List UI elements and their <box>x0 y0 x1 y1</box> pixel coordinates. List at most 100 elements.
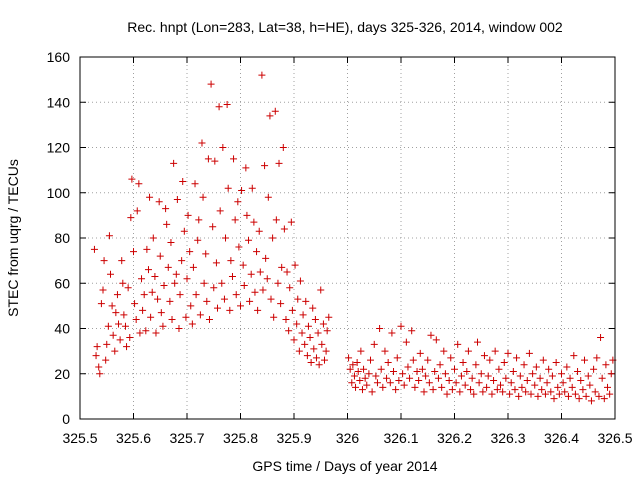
data-point <box>602 361 610 369</box>
data-point <box>454 340 462 348</box>
data-point <box>256 268 264 276</box>
data-point <box>422 372 430 380</box>
data-point <box>480 352 488 360</box>
data-point <box>200 279 208 287</box>
data-point <box>133 207 141 215</box>
x-tick-label: 326.2 <box>437 430 472 446</box>
data-point <box>539 356 547 364</box>
data-point <box>325 313 333 321</box>
data-point <box>543 379 551 387</box>
data-point <box>235 243 243 251</box>
data-point <box>254 306 262 314</box>
data-point <box>548 372 556 380</box>
data-point <box>210 284 218 292</box>
data-point <box>360 365 368 373</box>
data-point <box>178 257 186 265</box>
data-point <box>282 315 290 323</box>
data-point <box>99 286 107 294</box>
data-point <box>575 395 583 403</box>
data-point <box>370 340 378 348</box>
data-point <box>119 279 127 287</box>
data-point <box>262 254 270 262</box>
data-point <box>429 386 437 394</box>
data-point <box>502 374 510 382</box>
data-point <box>587 397 595 405</box>
data-point <box>367 356 375 364</box>
data-point <box>483 383 491 391</box>
data-point <box>156 252 164 260</box>
data-point <box>160 282 168 290</box>
data-point <box>248 184 256 192</box>
data-point <box>402 338 410 346</box>
data-point <box>103 340 111 348</box>
data-point <box>274 279 282 287</box>
data-point <box>198 139 206 147</box>
data-point <box>168 315 176 323</box>
x-tick-label: 325.8 <box>223 430 258 446</box>
data-point <box>277 300 285 308</box>
data-point <box>121 322 129 330</box>
data-point <box>243 211 251 219</box>
data-point <box>459 358 467 366</box>
y-tick-label: 100 <box>47 185 71 201</box>
data-point <box>202 250 210 258</box>
data-point <box>516 372 524 380</box>
data-point <box>468 374 476 382</box>
data-point <box>239 261 247 269</box>
data-point <box>606 390 614 398</box>
data-point <box>112 309 120 317</box>
x-tick-label: 325.6 <box>116 430 151 446</box>
data-point <box>561 388 569 396</box>
data-point <box>584 372 592 380</box>
data-point <box>525 349 533 357</box>
data-point <box>212 259 220 267</box>
data-point <box>376 325 384 332</box>
data-point <box>304 322 312 330</box>
data-point <box>554 383 562 391</box>
data-point <box>318 340 326 348</box>
data-point <box>175 325 183 332</box>
y-tick-label: 60 <box>54 275 70 291</box>
data-point <box>447 354 455 362</box>
x-axis-label: GPS time / Days of year 2014 <box>252 458 437 474</box>
data-point <box>188 320 196 328</box>
data-point <box>102 356 110 364</box>
data-point <box>272 216 280 224</box>
x-tick-label: 326.3 <box>490 430 525 446</box>
data-point <box>400 381 408 389</box>
data-point <box>320 356 328 364</box>
x-tick-label: 326.4 <box>544 430 579 446</box>
x-tick-label: 326 <box>336 430 360 446</box>
data-point <box>488 390 496 398</box>
data-point <box>491 347 499 355</box>
data-point <box>383 374 391 382</box>
x-tick-label: 325.9 <box>276 430 311 446</box>
data-point <box>154 295 162 303</box>
data-point <box>365 370 373 378</box>
data-point <box>452 379 460 387</box>
data-point <box>120 311 128 319</box>
data-point <box>315 361 323 369</box>
data-point <box>240 282 248 290</box>
data-point <box>381 347 389 355</box>
x-tick-label: 326.5 <box>597 430 632 446</box>
data-point <box>167 239 175 247</box>
data-point <box>441 370 449 378</box>
data-point <box>310 345 318 353</box>
data-point <box>245 236 253 244</box>
data-point <box>386 379 394 387</box>
data-point <box>379 383 387 391</box>
data-point <box>484 372 492 380</box>
data-point <box>373 379 381 387</box>
y-tick-label: 80 <box>54 230 70 246</box>
data-point <box>586 381 594 389</box>
data-point <box>108 302 116 310</box>
axis-ticks: 325.5 325.6 325.7 325.8 325.9 326 326.1 326.2 32… <box>47 49 633 446</box>
data-point <box>287 218 295 226</box>
data-point <box>285 327 293 335</box>
data-point <box>189 263 197 271</box>
data-point <box>144 266 152 274</box>
data-point <box>303 352 311 360</box>
data-point <box>180 227 188 235</box>
data-point <box>159 322 167 330</box>
